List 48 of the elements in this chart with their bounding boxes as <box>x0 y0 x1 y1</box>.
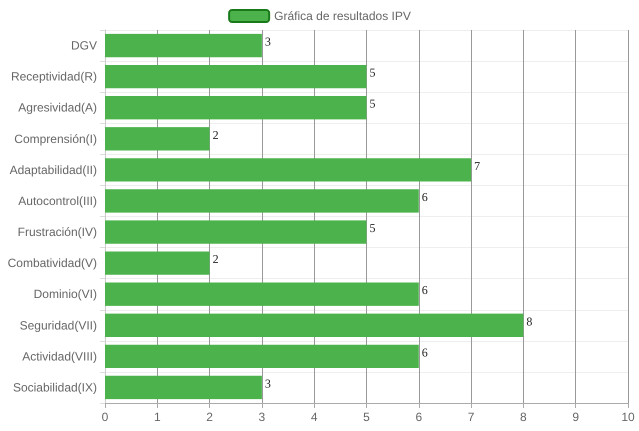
data-label: 6 <box>422 345 428 360</box>
bar <box>105 127 210 150</box>
bar <box>105 282 419 306</box>
data-label: 2 <box>212 252 219 266</box>
x-tick-label: 1 <box>154 410 161 424</box>
x-tick-label: 7 <box>468 410 475 424</box>
bar <box>105 220 366 244</box>
x-tick-label: 10 <box>621 410 635 424</box>
bar <box>105 64 366 88</box>
y-tick-label: Sociabilidad(IX) <box>12 380 97 394</box>
legend-label: Gráfica de resultados IPV <box>274 9 411 23</box>
y-tick-label: Comprensión(I) <box>14 132 97 146</box>
x-tick-label: 9 <box>572 410 580 424</box>
bar <box>105 189 419 213</box>
data-label: 5 <box>370 221 376 236</box>
data-label: 5 <box>370 66 376 80</box>
x-tick-label: 8 <box>520 410 528 424</box>
bar <box>105 158 472 182</box>
data-label: 3 <box>264 376 271 390</box>
data-label: 8 <box>526 314 532 328</box>
data-label: 6 <box>422 190 428 204</box>
x-tick-label: 0 <box>102 410 109 424</box>
x-tick-label: 3 <box>258 410 266 424</box>
y-tick-label: Frustración(IV) <box>18 225 97 240</box>
y-tick-label: Receptividad(R) <box>10 70 97 84</box>
x-tick-label: 5 <box>363 410 370 424</box>
x-tick-label: 6 <box>415 410 422 424</box>
data-label: 7 <box>474 158 480 173</box>
data-label: 3 <box>264 34 271 49</box>
y-tick-label: Agresividad(A) <box>18 100 97 115</box>
bar <box>105 251 210 275</box>
y-tick-label: DGV <box>70 38 97 53</box>
x-tick-label: 4 <box>310 410 318 424</box>
y-tick-label: Autocontrol(III) <box>18 194 97 208</box>
y-tick-label: Seguridad(VII) <box>20 318 97 332</box>
y-tick-label: Combatividad(V) <box>8 256 97 270</box>
x-tick-label: 2 <box>206 410 214 424</box>
data-label: 5 <box>370 96 376 111</box>
bar <box>105 96 366 120</box>
bar <box>105 314 524 337</box>
y-tick-label: Dominio(VI) <box>34 287 97 302</box>
data-label: 2 <box>212 128 219 142</box>
data-label: 6 <box>422 283 428 298</box>
bar <box>105 34 262 58</box>
y-tick-label: Adaptabilidad(II) <box>10 162 97 177</box>
bar <box>105 344 419 368</box>
y-tick-label: Actividad(VIII) <box>22 349 97 364</box>
bar <box>105 376 262 400</box>
